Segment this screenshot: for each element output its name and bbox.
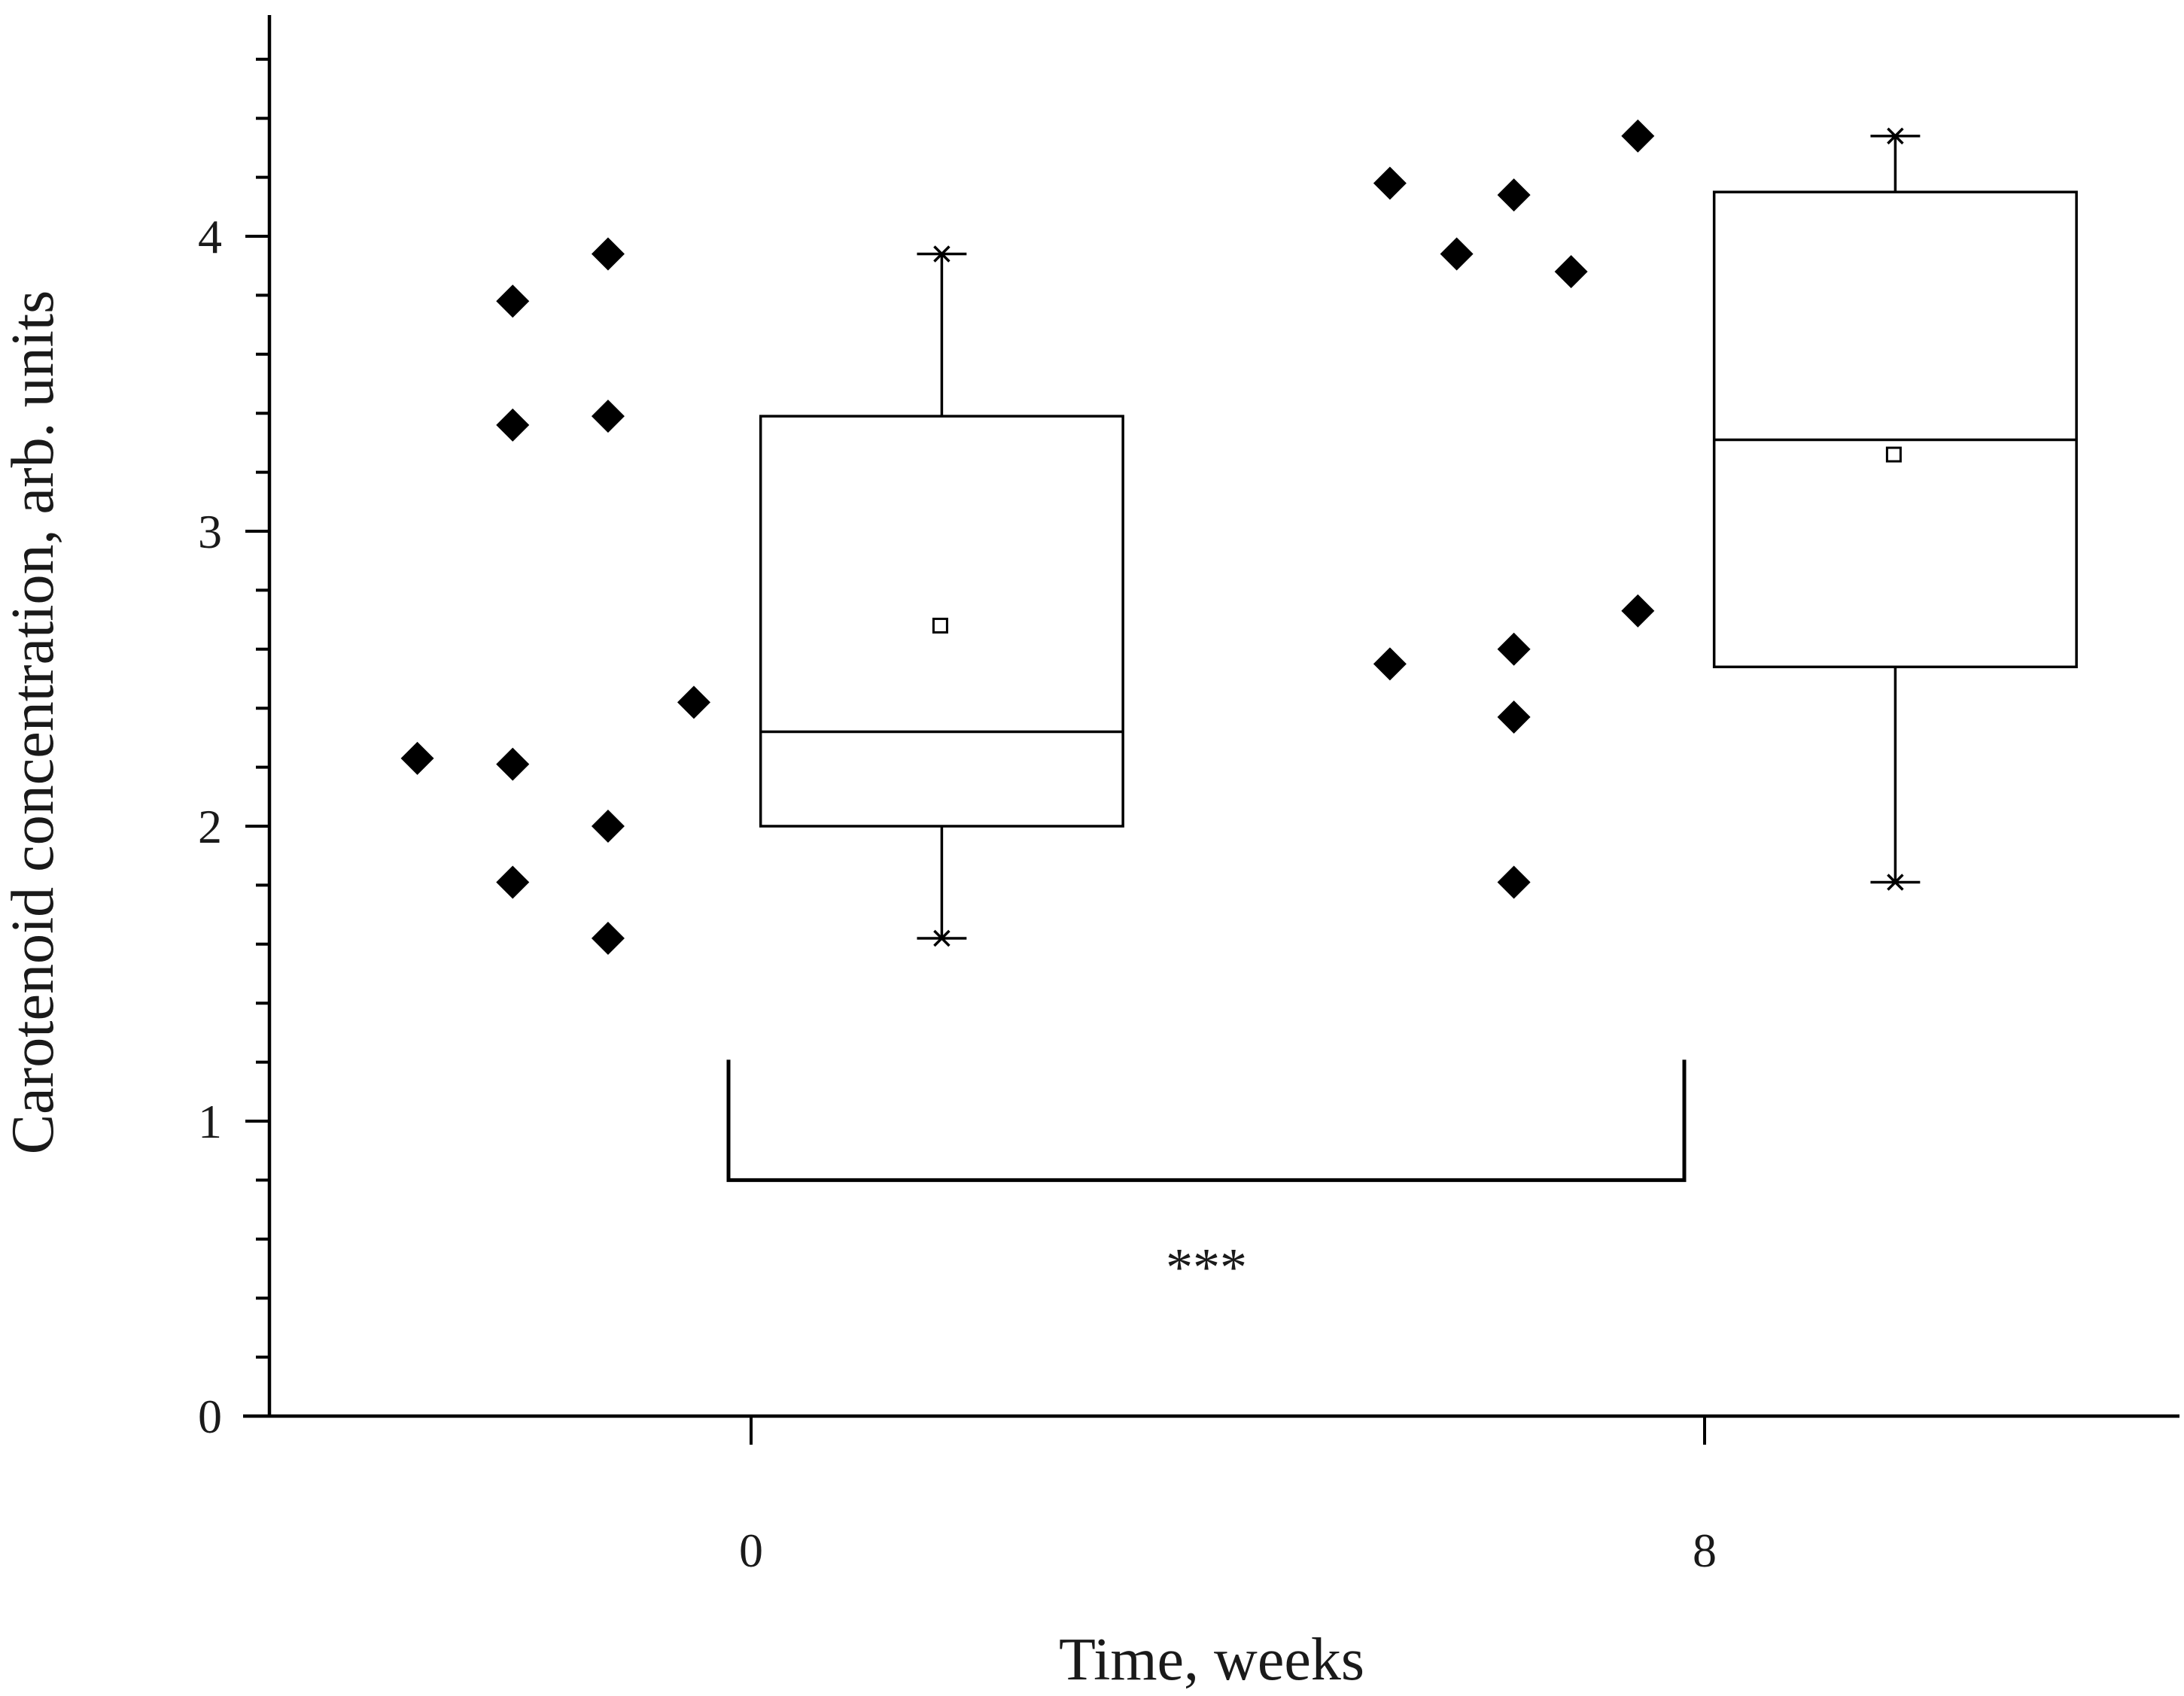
data-point-diamond (1621, 594, 1655, 628)
x-tick-label: 0 (739, 1524, 763, 1577)
data-point-diamond (1373, 647, 1407, 681)
extreme-marker (1887, 127, 1904, 144)
data-point-diamond (591, 400, 625, 433)
extreme-marker (933, 245, 951, 263)
x-tick-label: 8 (1693, 1524, 1717, 1577)
data-point-diamond (496, 284, 530, 318)
data-point-diamond (1497, 865, 1531, 899)
y-tick-label: 1 (198, 1095, 222, 1148)
data-point-diamond (1621, 119, 1655, 153)
data-point-diamond (1373, 166, 1407, 200)
data-point-diamond (591, 921, 625, 955)
y-axis-title: Carotenoid concentration, arb. units (0, 290, 66, 1155)
y-tick-label: 3 (198, 505, 222, 558)
mean-marker (1885, 446, 1902, 463)
iqr-box (1712, 190, 2078, 669)
significance-label: *** (1166, 1237, 1247, 1297)
mean-marker (932, 617, 948, 634)
data-point-diamond (591, 810, 625, 843)
extreme-marker (1887, 874, 1904, 891)
significance-bracket (726, 1059, 1687, 1182)
data-point-diamond (677, 685, 710, 719)
data-point-diamond (496, 747, 530, 781)
data-point-diamond (496, 865, 530, 899)
plot-area: *** (400, 119, 2078, 1297)
y-tick-label: 4 (198, 210, 222, 263)
data-point-diamond (1497, 632, 1531, 666)
data-point-diamond (1554, 255, 1588, 289)
data-point-diamond (1497, 700, 1531, 734)
y-tick-label: 2 (198, 800, 222, 853)
x-axis-title: Time, weeks (1059, 1627, 1364, 1693)
data-point-diamond (496, 408, 530, 442)
data-point-diamond (1440, 237, 1474, 271)
data-point-diamond (591, 237, 625, 271)
y-axis: 0 1 2 3 4 (198, 15, 272, 1443)
extreme-marker (933, 929, 951, 947)
data-point-diamond (1497, 178, 1531, 212)
y-tick-label: 0 (198, 1390, 222, 1443)
data-point-diamond (400, 741, 434, 775)
